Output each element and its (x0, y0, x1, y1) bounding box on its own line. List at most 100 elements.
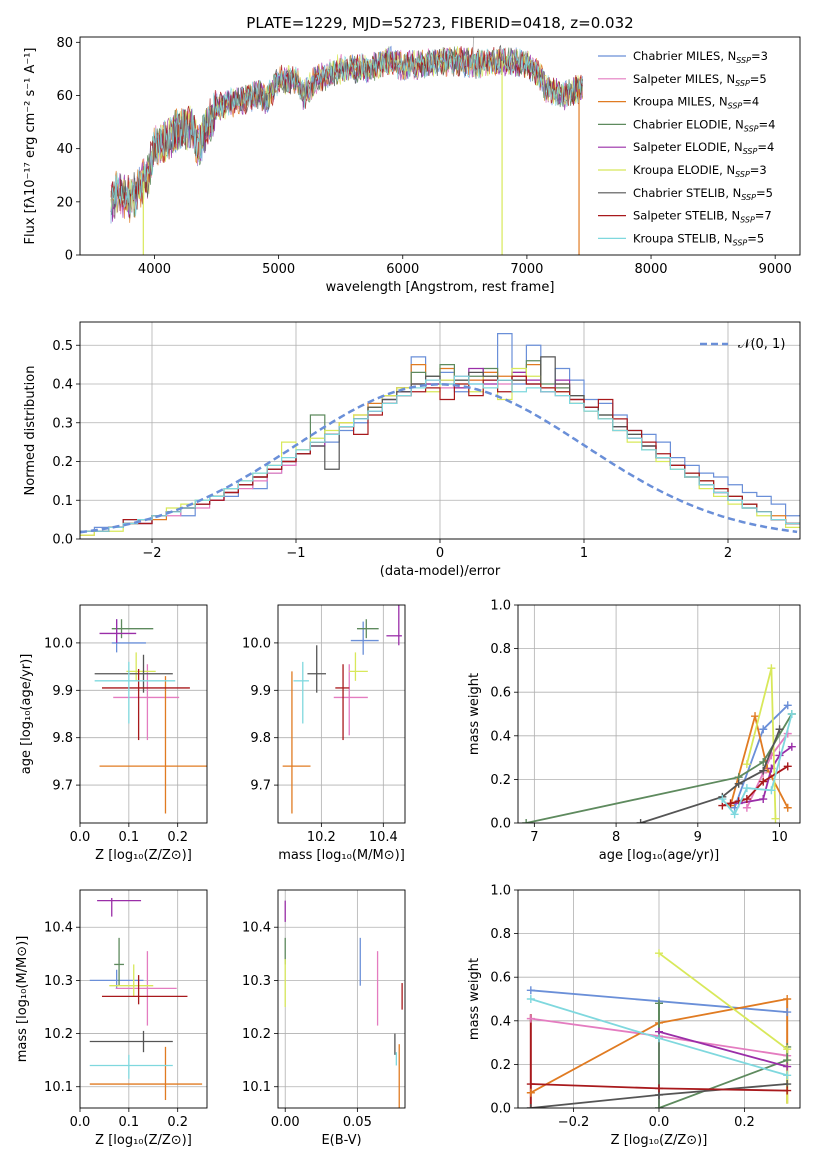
histogram-step (80, 375, 800, 532)
x-tick-label: 0.0 (70, 830, 91, 845)
y-axis-label: Flux [fλ10⁻¹⁷ erg cm⁻² s⁻¹ A⁻¹] (23, 48, 38, 245)
legend-text: Kroupa STELIB, N (633, 231, 733, 245)
legend-label: Chabrier ELODIE, NSSP=4 (633, 117, 775, 133)
weight-point-marker (526, 995, 535, 1003)
weight-point-marker (655, 1084, 663, 1093)
axes-frame (517, 604, 801, 824)
legend-value: =4 (757, 140, 774, 154)
x-axis-label: Z [log₁₀(Z/Z⊙)] (611, 1133, 708, 1148)
legend-subscript: SSP (743, 147, 758, 156)
x-tick-label: 8 (612, 830, 620, 845)
x-tick-label: 2 (724, 546, 732, 561)
legend-subscript: SSP (744, 124, 759, 133)
weight-point-marker (775, 725, 784, 734)
axes-frame (277, 604, 406, 824)
legend-value: =5 (747, 231, 764, 245)
legend-value: =4 (759, 117, 776, 131)
y-tick-label: 10.4 (44, 921, 73, 936)
weight-point-marker (783, 701, 792, 710)
weight-point-marker (742, 760, 751, 769)
legend-label: Chabrier STELIB, NSSP=5 (633, 186, 773, 202)
legend-text: Chabrier MILES, N (633, 49, 736, 63)
y-tick-label: 80 (56, 36, 73, 51)
weight-point-marker (742, 803, 751, 812)
legend-label: Chabrier MILES, NSSP=3 (633, 49, 768, 65)
legend-text: Salpeter MILES, N (633, 72, 735, 86)
y-tick-label: 0.2 (490, 773, 511, 788)
weight-point-marker (767, 664, 776, 673)
legend-label: Salpeter MILES, NSSP=5 (633, 72, 767, 88)
weight-point-marker (783, 995, 792, 1003)
x-tick-label: 8000 (634, 262, 667, 277)
legend-label: Kroupa MILES, NSSP=4 (633, 95, 759, 111)
y-tick-label: 10.0 (44, 636, 73, 651)
y-tick-label: 20 (56, 195, 73, 210)
x-tick-label: 5000 (262, 262, 295, 277)
y-tick-label: 0.0 (490, 817, 511, 832)
spectrum-title: PLATE=1229, MJD=52723, FIBERID=0418, z=0… (246, 14, 633, 32)
weight-series-line (729, 715, 789, 809)
y-axis-label: Normed distribution (23, 366, 38, 496)
legend-text: Salpeter STELIB, N (633, 209, 740, 223)
axes-frame (79, 889, 208, 1109)
weight-point-marker (655, 1104, 663, 1108)
y-tick-label: 1.0 (490, 884, 511, 899)
x-tick-label: 10.2 (307, 830, 336, 845)
weight-point-marker (751, 712, 760, 721)
weight-point-marker (718, 795, 727, 804)
x-tick-label: 0.1 (119, 1115, 140, 1130)
y-tick-label: 0.2 (490, 1058, 511, 1073)
legend-text: Chabrier STELIB, N (633, 186, 741, 200)
legend-text: Chabrier ELODIE, N (633, 117, 744, 131)
weight-point-marker (526, 1014, 535, 1023)
legend-subscript: SSP (733, 238, 748, 247)
legend-text: Salpeter ELODIE, N (633, 140, 743, 154)
weight-point-marker (783, 803, 792, 812)
weight-point-marker (771, 814, 780, 823)
y-tick-label: 9.8 (250, 731, 271, 746)
y-tick-label: 0.4 (490, 1014, 511, 1029)
x-tick-label: −1 (286, 546, 305, 561)
legend-value: =5 (750, 72, 767, 86)
legend-subscript: SSP (735, 79, 750, 88)
y-tick-label: 0.6 (490, 686, 511, 701)
legend-label: 𝒩(0, 1) (738, 337, 785, 352)
y-tick-label: 0.4 (490, 729, 511, 744)
x-axis-label: (data-model)/error (380, 564, 501, 579)
x-tick-label: 0.00 (271, 1115, 300, 1130)
x-tick-label: 0.0 (70, 1115, 91, 1130)
weight-point-marker (526, 1080, 535, 1089)
weight-point-marker (526, 986, 535, 995)
x-tick-label: 6000 (386, 262, 419, 277)
y-tick-label: 0.6 (490, 971, 511, 986)
spectrum-series-line (110, 47, 583, 217)
weight-point-marker (636, 819, 645, 823)
spectrum-lines (110, 37, 583, 255)
errorbars-mass_vs_ebv (284, 900, 403, 1108)
weight-point-marker (742, 795, 751, 804)
y-tick-label: 9.8 (52, 731, 73, 746)
legend-subscript: SSP (728, 102, 743, 111)
weight-series-line (658, 1003, 789, 1108)
legend-value: =3 (750, 163, 767, 177)
legend-text: Kroupa ELODIE, N (633, 163, 735, 177)
y-tick-label: 0 (65, 249, 73, 264)
legend-text: Kroupa MILES, N (633, 95, 728, 109)
x-tick-label: 4000 (138, 262, 171, 277)
x-tick-label: 10 (771, 830, 788, 845)
weight-series-line (658, 952, 788, 1050)
weight-point-marker (759, 777, 768, 786)
y-axis-label: age [log₁₀(age/yr)] (19, 654, 34, 775)
y-tick-label: 10.4 (242, 921, 271, 936)
weight-point-marker (655, 1034, 663, 1043)
y-tick-label: 0.0 (52, 533, 73, 548)
x-axis-label: wavelength [Angstrom, rest frame] (326, 280, 555, 295)
x-axis-label: Z [log₁₀(Z/Z⊙)] (95, 1133, 192, 1148)
y-tick-label: 9.7 (52, 779, 73, 794)
x-axis-label: mass [log₁₀(M/M⊙)] (278, 848, 405, 863)
weight-point-marker (742, 784, 751, 793)
spectrum-series-line (110, 44, 583, 219)
x-tick-label: 9000 (759, 262, 792, 277)
y-tick-label: 10.2 (44, 1027, 73, 1042)
